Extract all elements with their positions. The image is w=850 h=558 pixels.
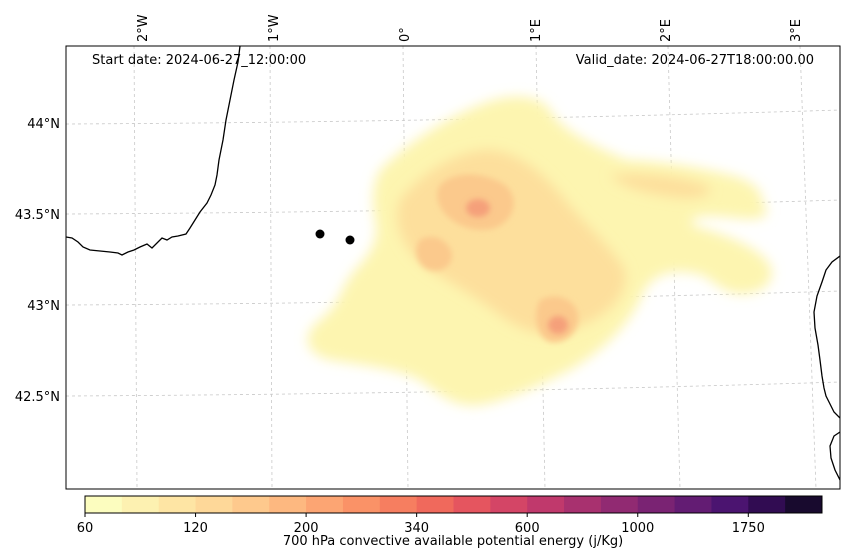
colorbar-tick-label: 200 [294, 521, 319, 536]
colorbar-swatch [121, 496, 160, 513]
colorbar-swatch [379, 496, 418, 513]
meridian-1w [269, 46, 273, 489]
colorbar-swatch [416, 496, 454, 513]
coastline-east-south [829, 431, 840, 481]
coastline-east [813, 255, 840, 419]
colorbar-swatches [85, 496, 823, 513]
colorbar-tick-label: 600 [515, 521, 540, 536]
lon-label-1e: 1°E [529, 19, 544, 42]
colorbar-swatch [600, 496, 639, 513]
start-date-label: Start date: 2024-06-27_12:00:00 [92, 53, 306, 68]
cape-field [307, 96, 773, 406]
colorbar-swatch [195, 496, 233, 513]
colorbar-swatch [637, 496, 676, 513]
lon-label-3e: 3°E [789, 19, 804, 42]
colorbar-swatch [453, 496, 491, 513]
colorbar-tick-label: 120 [183, 521, 208, 536]
meridian-2w [133, 46, 138, 489]
lon-label-2w: 2°W [136, 14, 151, 42]
colorbar: 60 120 200 340 600 1000 1750 700 hPa convectiv… [77, 495, 823, 549]
colorbar-swatch [342, 496, 381, 513]
valid-date-label: Valid_date: 2024-06-27T18:00:00.00 [576, 53, 814, 68]
lat-label-43n: 43°N [27, 299, 60, 314]
lat-label-43-5n: 43.5°N [15, 208, 60, 223]
meridian-0 [402, 46, 409, 489]
colorbar-tick-label: 1000 [621, 521, 654, 536]
point-marker [345, 235, 355, 245]
colorbar-swatch [527, 496, 565, 513]
cape-field-hot-layer [466, 199, 568, 334]
meridian-3e [799, 46, 817, 489]
colorbar-swatch [232, 496, 270, 513]
colorbar-border [84, 495, 823, 514]
colorbar-swatch [564, 496, 602, 513]
point-marker [315, 229, 325, 239]
colorbar-ticks: 60 120 200 340 600 1000 1750 [77, 513, 765, 536]
colorbar-tick-label: 1750 [732, 521, 765, 536]
lon-label-2e: 2°E [659, 19, 674, 42]
colorbar-tick-label: 60 [77, 521, 94, 536]
colorbar-swatch [674, 496, 712, 513]
colorbar-swatch [158, 496, 197, 513]
map-content [66, 46, 840, 489]
coastline-west [66, 46, 241, 256]
colorbar-swatch [490, 496, 528, 513]
colorbar-swatch [711, 496, 749, 513]
colorbar-swatch [748, 496, 786, 513]
map-frame-border [65, 45, 841, 490]
colorbar-label: 700 hPa convective available potential e… [283, 534, 623, 549]
lon-label-1w: 1°W [267, 14, 282, 42]
colorbar-swatch [269, 496, 307, 513]
colorbar-swatch [85, 496, 123, 513]
lat-label-42-5n: 42.5°N [15, 390, 60, 405]
lat-label-44n: 44°N [27, 117, 60, 132]
meridian-2e [667, 46, 681, 489]
lon-label-0: 0° [398, 27, 413, 42]
colorbar-tick-label: 340 [404, 521, 429, 536]
colorbar-swatch [785, 496, 823, 513]
colorbar-swatch [306, 496, 344, 513]
